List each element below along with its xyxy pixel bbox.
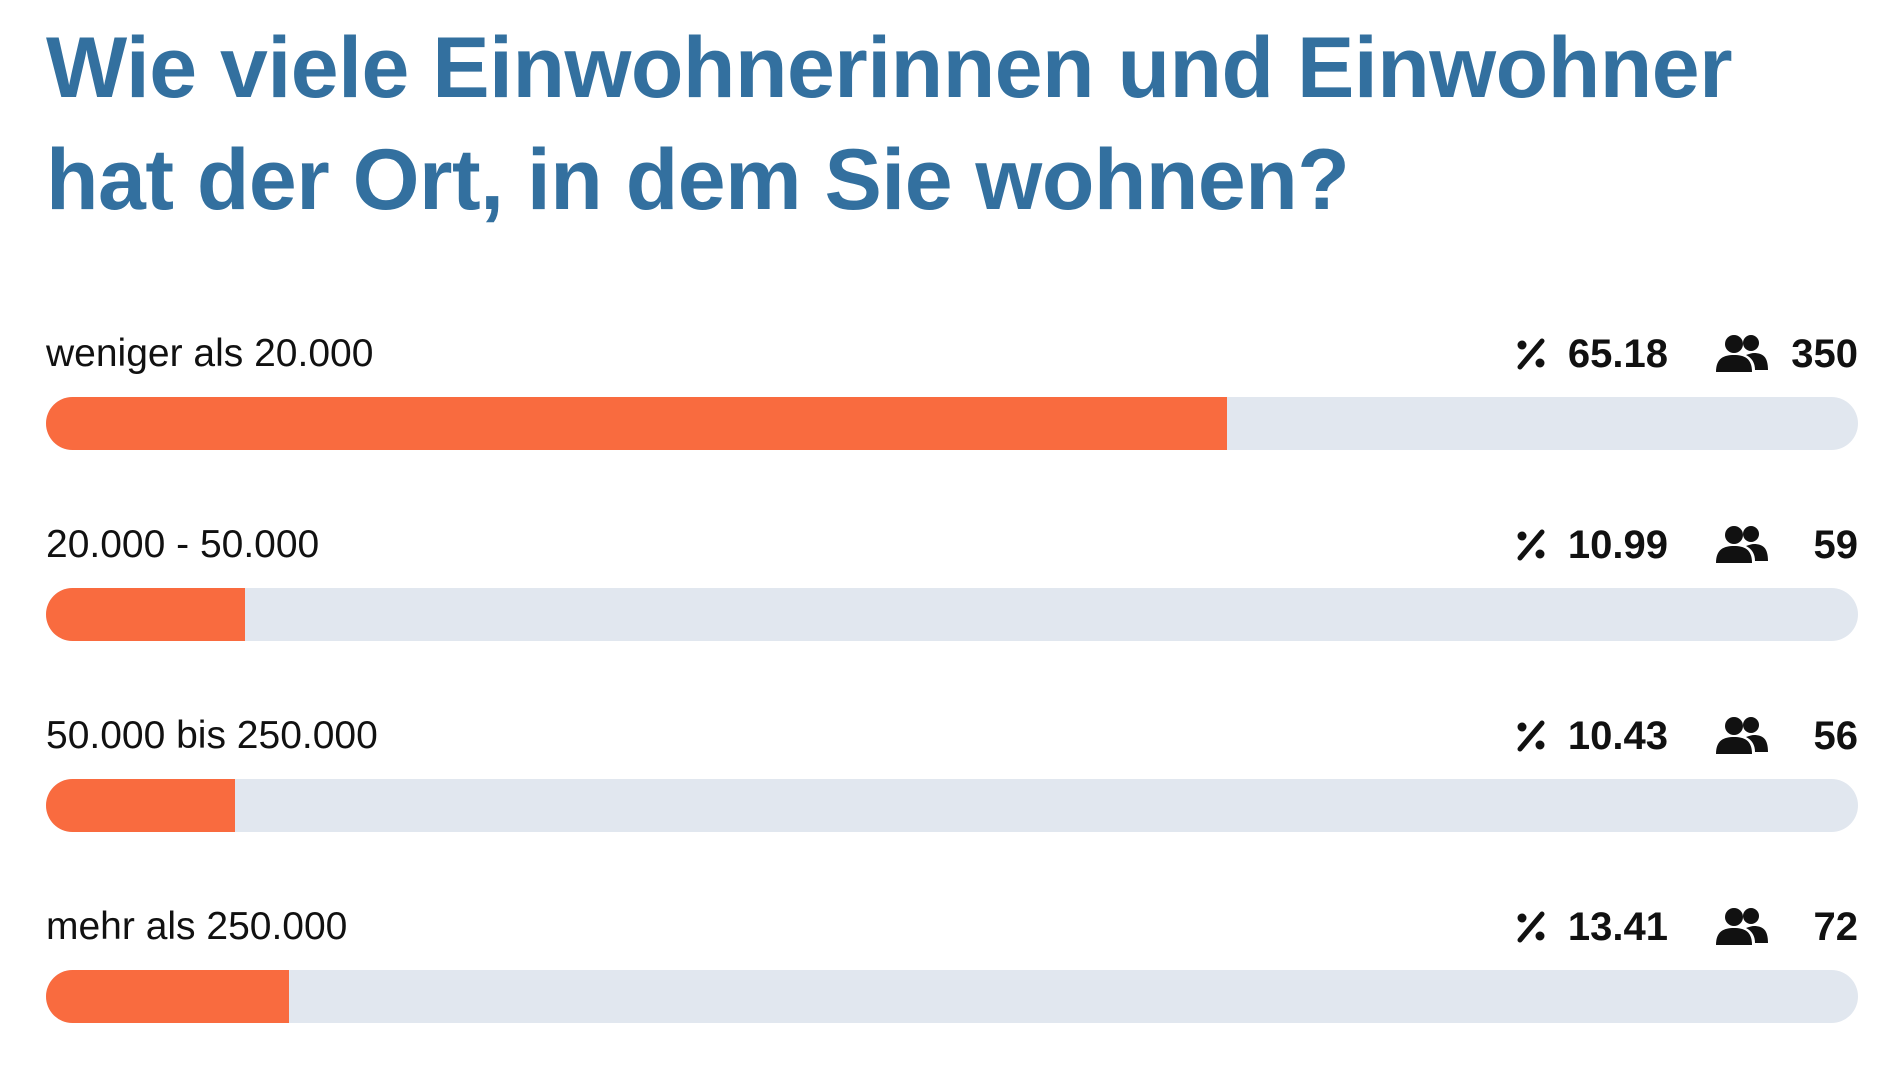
option-stats: 13.41 72 (1514, 905, 1858, 950)
percent-value: 13.41 (1567, 904, 1668, 949)
percent-icon (1517, 338, 1545, 370)
option-label: weniger als 20.000 (46, 332, 374, 375)
poll-option: 20.000 - 50.000 10.99 59 (46, 515, 1858, 655)
option-label: mehr als 250.000 (46, 905, 348, 948)
percent-icon (1517, 911, 1545, 943)
option-header: 50.000 bis 250.000 10.43 56 (46, 706, 1858, 766)
poll-option: 50.000 bis 250.000 10.43 56 (46, 706, 1858, 846)
option-header: 20.000 - 50.000 10.99 59 (46, 515, 1858, 575)
option-label: 20.000 - 50.000 (46, 523, 320, 566)
option-label: 50.000 bis 250.000 (46, 714, 378, 757)
percent-value: 10.43 (1567, 713, 1668, 758)
percent-value: 10.99 (1567, 522, 1668, 567)
vote-count: 59 (1813, 522, 1859, 567)
vote-count: 56 (1813, 713, 1859, 758)
users-icon (1716, 335, 1768, 372)
poll-title: Wie viele Einwohnerinnen und Einwohner h… (46, 20, 1733, 228)
users-icon (1716, 717, 1768, 754)
bar-track (46, 970, 1858, 1023)
bar-fill (46, 588, 246, 641)
bar-track (46, 397, 1858, 450)
option-header: weniger als 20.000 65.18 350 (46, 324, 1858, 384)
bar-fill (46, 779, 235, 832)
bar-track (46, 779, 1858, 832)
option-stats: 10.43 56 (1514, 714, 1858, 759)
percent-icon (1517, 529, 1545, 561)
users-icon (1716, 526, 1768, 563)
poll-option: weniger als 20.000 65.18 350 (46, 324, 1858, 464)
bar-track (46, 588, 1858, 641)
option-stats: 65.18 350 (1514, 332, 1858, 377)
percent-value: 65.18 (1567, 331, 1668, 376)
option-header: mehr als 250.000 13.41 72 (46, 897, 1858, 957)
poll-option: mehr als 250.000 13.41 72 (46, 897, 1858, 1037)
percent-icon (1517, 720, 1545, 752)
bar-fill (46, 970, 289, 1023)
vote-count: 350 (1791, 331, 1858, 376)
bar-fill (46, 397, 1228, 450)
users-icon (1716, 908, 1768, 945)
option-stats: 10.99 59 (1514, 523, 1858, 568)
vote-count: 72 (1813, 904, 1859, 949)
